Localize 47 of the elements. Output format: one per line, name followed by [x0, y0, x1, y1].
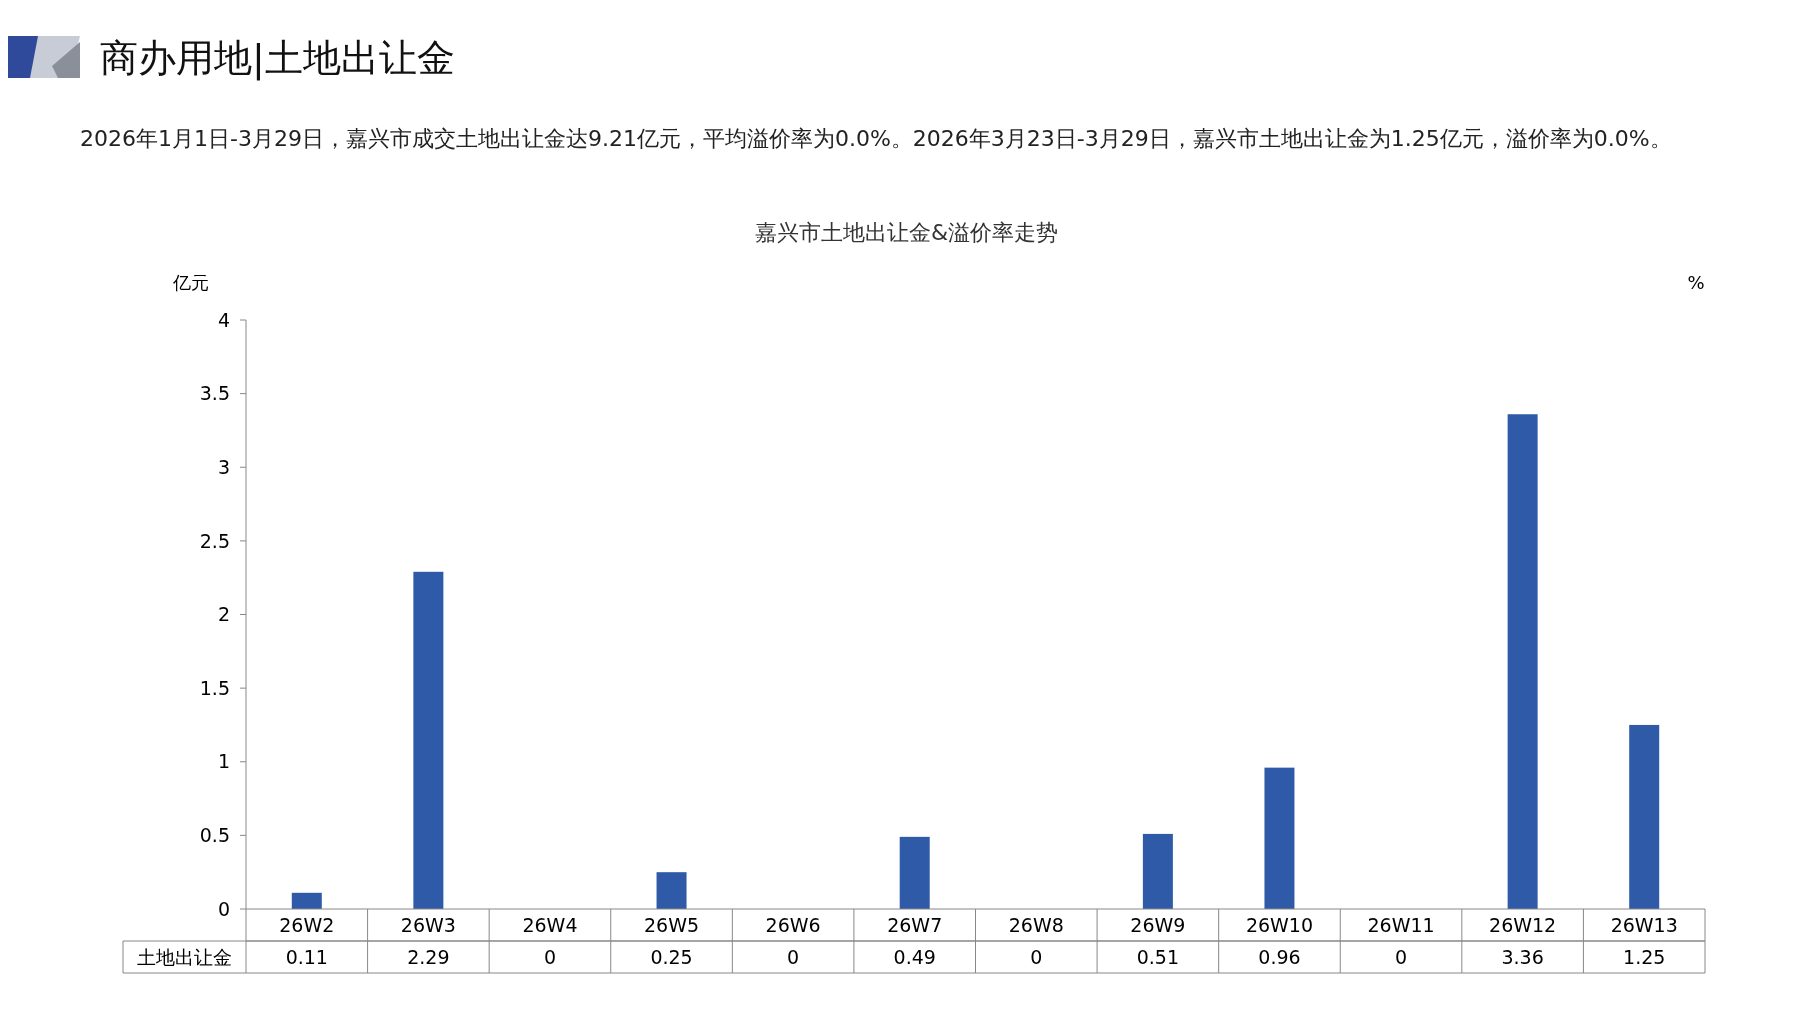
x-tick-label: 26W12	[1489, 913, 1557, 936]
x-tick-label: 26W11	[1367, 913, 1435, 936]
bar	[656, 872, 687, 909]
bar	[899, 836, 930, 909]
x-tick-label: 26W4	[522, 913, 578, 936]
data-label: 1.25	[1623, 945, 1666, 968]
bar	[1629, 724, 1660, 909]
x-tick-label: 26W6	[765, 913, 821, 936]
text: 2026年1月1日-3月29日，嘉兴市成交土地出让金达9.21亿元，平均溢价率为0.0%。2026年3月23日-3月29日，嘉兴市土地出让金为1.25亿元，溢价率为0.0%。	[80, 126, 1672, 151]
data-label: 0.25	[650, 945, 693, 968]
y-tick-label: 0	[217, 897, 230, 920]
data-label: 2.29	[407, 945, 450, 968]
y2-axis-title: %	[1687, 272, 1705, 293]
x-tick-label: 26W8	[1008, 913, 1064, 936]
data-label: 0	[543, 945, 557, 968]
data-label: 0.49	[893, 945, 936, 968]
chart-subtitle: 商办用地|土地出让金	[100, 36, 455, 81]
y-tick-label: 2.5	[199, 529, 230, 552]
text: 土地出让金	[137, 945, 232, 968]
x-tick-label: 26W3	[400, 913, 456, 936]
y-tick-label: 3	[217, 455, 230, 478]
bar	[1264, 767, 1295, 909]
data-label: 0	[1394, 945, 1408, 968]
x-tick-label: 26W10	[1245, 913, 1314, 936]
data-label: 0.51	[1136, 945, 1180, 968]
x-tick-label: 26W9	[1130, 913, 1186, 936]
data-label: 0	[1030, 945, 1043, 968]
y-tick-label: 1	[217, 750, 230, 773]
data-label: 0	[787, 945, 800, 968]
data-label: 0.96	[1258, 945, 1301, 968]
x-tick-label: 26W13	[1610, 913, 1678, 936]
x-tick-label: 26W5	[644, 913, 700, 936]
y-tick-label: 4	[217, 308, 230, 331]
bar	[1507, 414, 1538, 909]
x-tick-label: 26W7	[887, 913, 943, 936]
y-tick-label: 3.5	[199, 382, 230, 405]
chart-title: 嘉兴市土地出让金&溢价率走势	[754, 220, 1059, 245]
y-axis-title: 亿元	[172, 272, 209, 293]
x-tick-label: 26W2	[279, 913, 335, 936]
data-label: 0.11	[285, 945, 328, 968]
y-tick-label: 2	[217, 603, 230, 626]
y-tick-label: 0.5	[199, 824, 230, 847]
data-label: 3.36	[1501, 945, 1544, 968]
y-tick-label: 1.5	[199, 676, 230, 699]
bar	[1142, 833, 1173, 909]
bar	[291, 892, 322, 909]
bar	[413, 571, 444, 909]
